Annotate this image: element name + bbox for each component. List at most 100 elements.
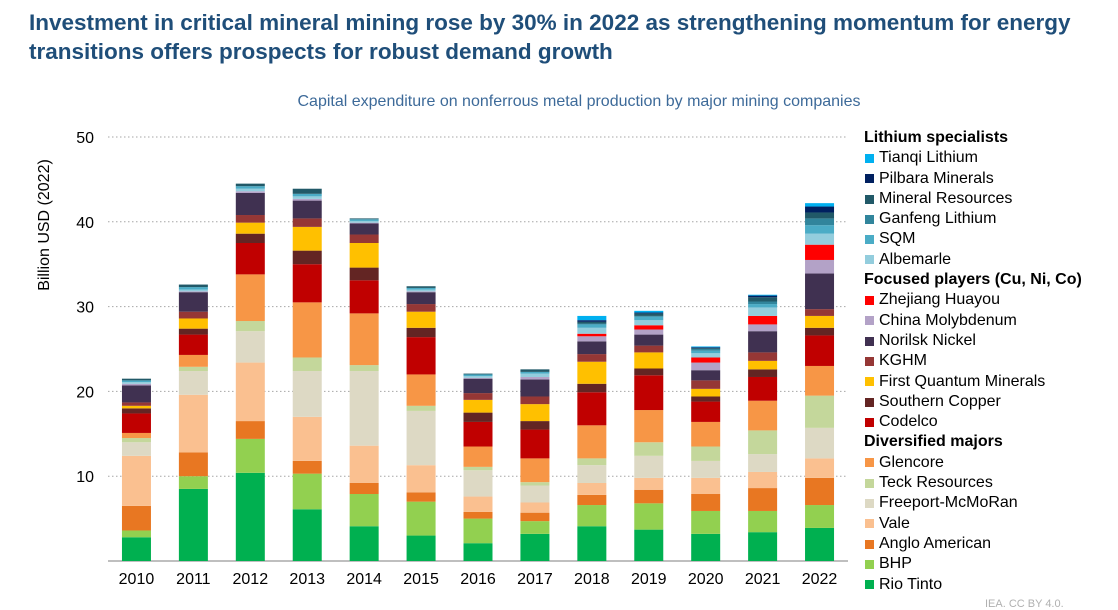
bar-segment <box>805 244 835 260</box>
bar-segment <box>748 510 778 533</box>
legend-label: Albemarle <box>879 250 952 268</box>
bar-segment <box>406 292 436 305</box>
bar-segment <box>805 365 835 396</box>
bar-segment <box>463 421 493 447</box>
bar-segment <box>748 360 778 370</box>
bar-segment <box>121 382 151 384</box>
bar-segment <box>805 477 835 506</box>
bar-segment <box>406 311 436 328</box>
bar-segment <box>178 287 208 290</box>
bar-segment <box>406 286 436 288</box>
bar-segment <box>520 371 550 374</box>
bar-segment <box>406 304 436 312</box>
bar-segment <box>691 460 721 478</box>
bar-segment <box>691 347 721 349</box>
bar-segment <box>805 327 835 336</box>
bar-segment <box>634 345 664 353</box>
x-tick-label: 2019 <box>631 571 667 588</box>
bar-segment <box>805 505 835 528</box>
bar-segment <box>121 405 151 409</box>
bar-segment <box>292 264 322 303</box>
bar-segment <box>805 259 835 274</box>
bar-segment <box>292 473 322 510</box>
bar-segment <box>691 349 721 351</box>
x-tick-label: 2015 <box>403 571 439 588</box>
bar-segment <box>634 477 664 490</box>
bar-segment <box>520 396 550 405</box>
bar-segment <box>349 218 379 220</box>
bar-segment <box>178 354 208 367</box>
bar-segment <box>577 320 607 322</box>
bar-segment <box>235 188 265 192</box>
bar-segment <box>292 193 322 197</box>
bar-segment <box>121 442 151 456</box>
bar-segment <box>748 376 778 401</box>
legend-label: BHP <box>879 555 912 573</box>
bar-segment <box>463 511 493 519</box>
headline: Investment in critical mineral mining ro… <box>29 10 1071 64</box>
bar-segment <box>634 352 664 369</box>
bar-segment <box>805 212 835 219</box>
legend-group-title: Diversified majors <box>864 433 1003 451</box>
bar-segment <box>748 430 778 455</box>
bar-segment <box>691 510 721 534</box>
bar-segment <box>577 315 607 321</box>
y-tick-label: 20 <box>76 384 94 401</box>
bar-segment <box>691 477 721 495</box>
bar-segment <box>121 413 151 433</box>
bar-segment <box>463 466 493 471</box>
bar-segment <box>577 425 607 459</box>
bar-segment <box>178 284 208 288</box>
bar-segment <box>520 369 550 372</box>
bar-segment <box>520 404 550 422</box>
bar-segment <box>121 455 151 506</box>
legend-group-title: Focused players (Cu, Ni, Co) <box>864 271 1082 289</box>
bar-segment <box>121 378 151 381</box>
legend-label: Teck Resources <box>879 474 993 492</box>
y-tick-label: 30 <box>76 300 94 317</box>
bar-segment <box>577 392 607 426</box>
legend-label: Zhejiang Huayou <box>879 291 1000 309</box>
bar-segment <box>520 502 550 513</box>
bar-segment <box>520 482 550 486</box>
bar-segment <box>463 378 493 394</box>
bar-segment <box>178 328 208 335</box>
bar-segment <box>349 365 379 372</box>
bar-segment <box>292 357 322 372</box>
x-tick-label: 2010 <box>119 571 155 588</box>
bar-segment <box>520 379 550 397</box>
bar-segment <box>691 353 721 358</box>
bar-segment <box>748 532 778 561</box>
legend-swatch <box>865 255 874 265</box>
bar-segment <box>235 321 265 332</box>
bar-segment <box>349 280 379 314</box>
bar-segment <box>748 297 778 302</box>
bar-segment <box>577 327 607 334</box>
bar-segment <box>349 482 379 495</box>
bar-segment <box>748 294 778 296</box>
legend-swatch <box>865 580 874 590</box>
legend-label: Southern Copper <box>879 392 1001 410</box>
bar-segment <box>691 421 721 447</box>
legend-item: Zhejiang Huayou <box>864 290 1082 310</box>
bar-segment <box>520 521 550 534</box>
legend-label: SQM <box>879 230 916 248</box>
legend-swatch <box>865 174 874 184</box>
bar-segment <box>121 383 151 386</box>
legend-label: Anglo American <box>879 534 992 552</box>
legend-label: Codelco <box>879 413 938 431</box>
x-tick-label: 2011 <box>176 571 211 588</box>
bar-segment <box>634 503 664 530</box>
legend-item: Glencore <box>864 453 1082 473</box>
legend-swatch <box>865 397 874 407</box>
bar-segment <box>463 446 493 467</box>
bar-segment <box>748 331 778 353</box>
bar-segment <box>235 192 265 216</box>
bar-segment <box>463 393 493 400</box>
bar-segment <box>805 203 835 207</box>
bar-segment <box>463 543 493 561</box>
bar-segment <box>406 535 436 561</box>
bar-segment <box>235 222 265 234</box>
legend-swatch <box>865 559 874 569</box>
bar-segment <box>634 455 664 478</box>
